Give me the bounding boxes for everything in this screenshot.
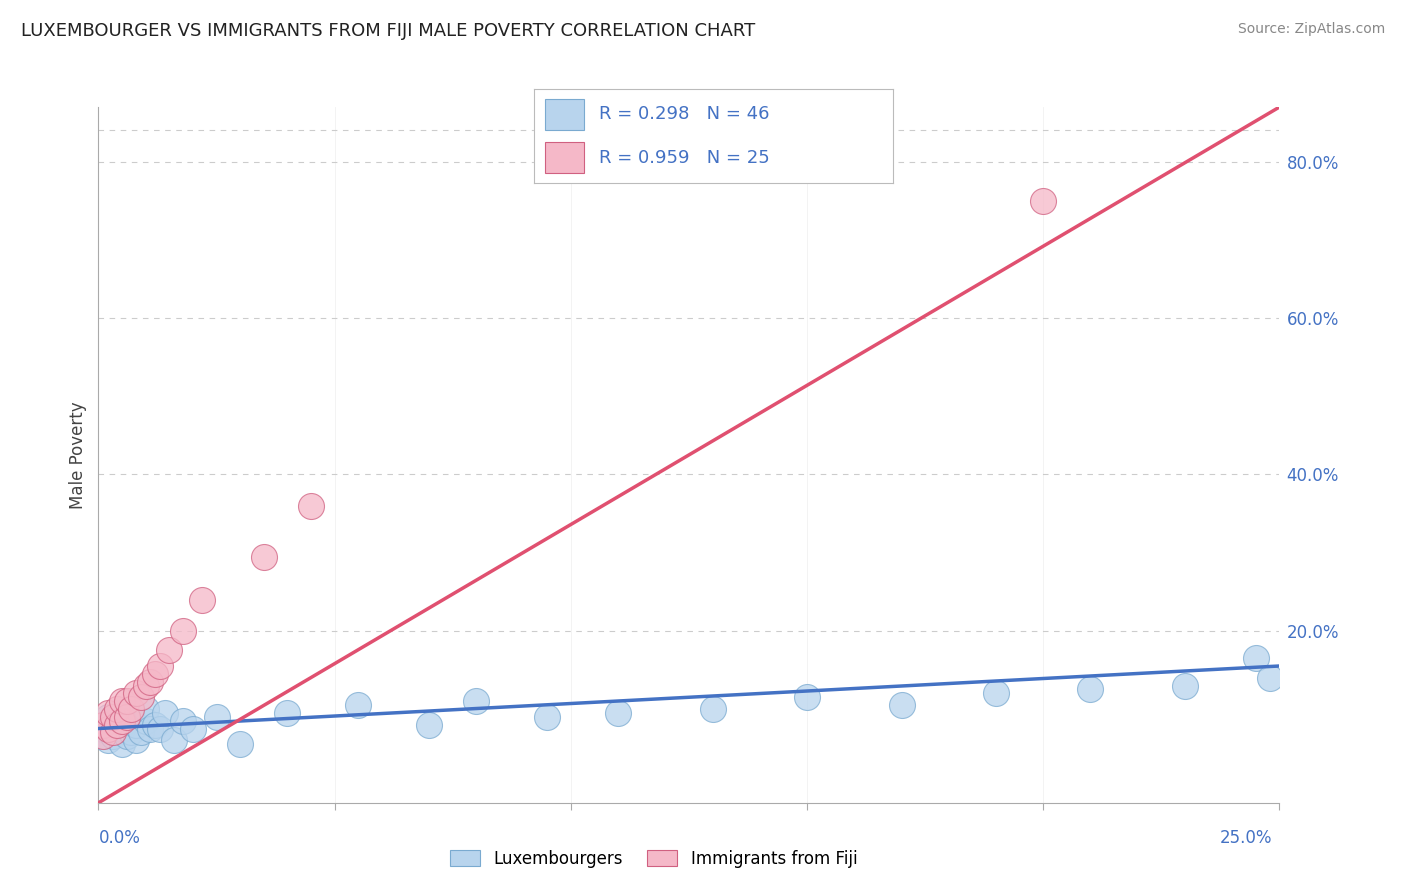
Point — [984, 686, 1007, 700]
Point — [91, 722, 114, 736]
Point — [149, 659, 172, 673]
Point — [172, 624, 194, 638]
Point — [1174, 679, 1197, 693]
Point — [97, 710, 120, 724]
Point — [139, 722, 162, 736]
Bar — [546, 142, 585, 173]
Text: R = 0.298   N = 46: R = 0.298 N = 46 — [599, 105, 769, 123]
Legend: Luxembourgers, Immigrants from Fiji: Luxembourgers, Immigrants from Fiji — [443, 843, 865, 874]
Point — [276, 706, 298, 720]
Point — [125, 686, 148, 700]
Point — [465, 694, 488, 708]
Point — [299, 499, 322, 513]
Point — [135, 714, 157, 728]
Point — [97, 717, 120, 731]
Point — [418, 717, 440, 731]
Point — [115, 694, 138, 708]
Point — [129, 690, 152, 705]
Point — [1080, 682, 1102, 697]
Point — [1032, 194, 1054, 208]
Point — [111, 722, 134, 736]
Point — [172, 714, 194, 728]
Point — [1244, 651, 1267, 665]
Point — [115, 710, 138, 724]
Point — [97, 722, 120, 736]
Point — [91, 730, 114, 744]
Point — [157, 643, 180, 657]
Point — [101, 725, 124, 739]
Point — [125, 717, 148, 731]
Point — [229, 737, 252, 751]
Point — [105, 725, 128, 739]
Point — [890, 698, 912, 712]
Point — [121, 725, 143, 739]
Point — [91, 730, 114, 744]
Point — [125, 733, 148, 747]
Point — [101, 714, 124, 728]
Point — [105, 717, 128, 731]
Bar — [546, 98, 585, 130]
Point — [101, 710, 124, 724]
Text: LUXEMBOURGER VS IMMIGRANTS FROM FIJI MALE POVERTY CORRELATION CHART: LUXEMBOURGER VS IMMIGRANTS FROM FIJI MAL… — [21, 22, 755, 40]
Point — [139, 674, 162, 689]
Point — [607, 706, 630, 720]
Point — [1258, 671, 1281, 685]
Y-axis label: Male Poverty: Male Poverty — [69, 401, 87, 508]
Point — [111, 737, 134, 751]
Point — [115, 730, 138, 744]
Text: 0.0%: 0.0% — [98, 829, 141, 847]
Point — [153, 706, 176, 720]
Text: R = 0.959   N = 25: R = 0.959 N = 25 — [599, 149, 769, 167]
Point — [111, 710, 134, 724]
Point — [135, 679, 157, 693]
Point — [121, 702, 143, 716]
Point — [101, 722, 124, 736]
Point — [111, 714, 134, 728]
Point — [105, 706, 128, 720]
Point — [97, 706, 120, 720]
Point — [163, 733, 186, 747]
Point — [143, 717, 166, 731]
Text: Source: ZipAtlas.com: Source: ZipAtlas.com — [1237, 22, 1385, 37]
Point — [143, 666, 166, 681]
Point — [91, 717, 114, 731]
Point — [347, 698, 370, 712]
Point — [536, 710, 558, 724]
Point — [205, 710, 228, 724]
Point — [111, 694, 134, 708]
Point — [115, 714, 138, 728]
Point — [181, 722, 204, 736]
Point — [191, 592, 214, 607]
Point — [105, 717, 128, 731]
Point — [121, 706, 143, 720]
Point — [135, 702, 157, 716]
Point — [796, 690, 818, 705]
Point — [253, 549, 276, 564]
Point — [702, 702, 724, 716]
Point — [149, 722, 172, 736]
Point — [105, 702, 128, 716]
Point — [97, 733, 120, 747]
Text: 25.0%: 25.0% — [1220, 829, 1272, 847]
Point — [129, 725, 152, 739]
Point — [101, 730, 124, 744]
